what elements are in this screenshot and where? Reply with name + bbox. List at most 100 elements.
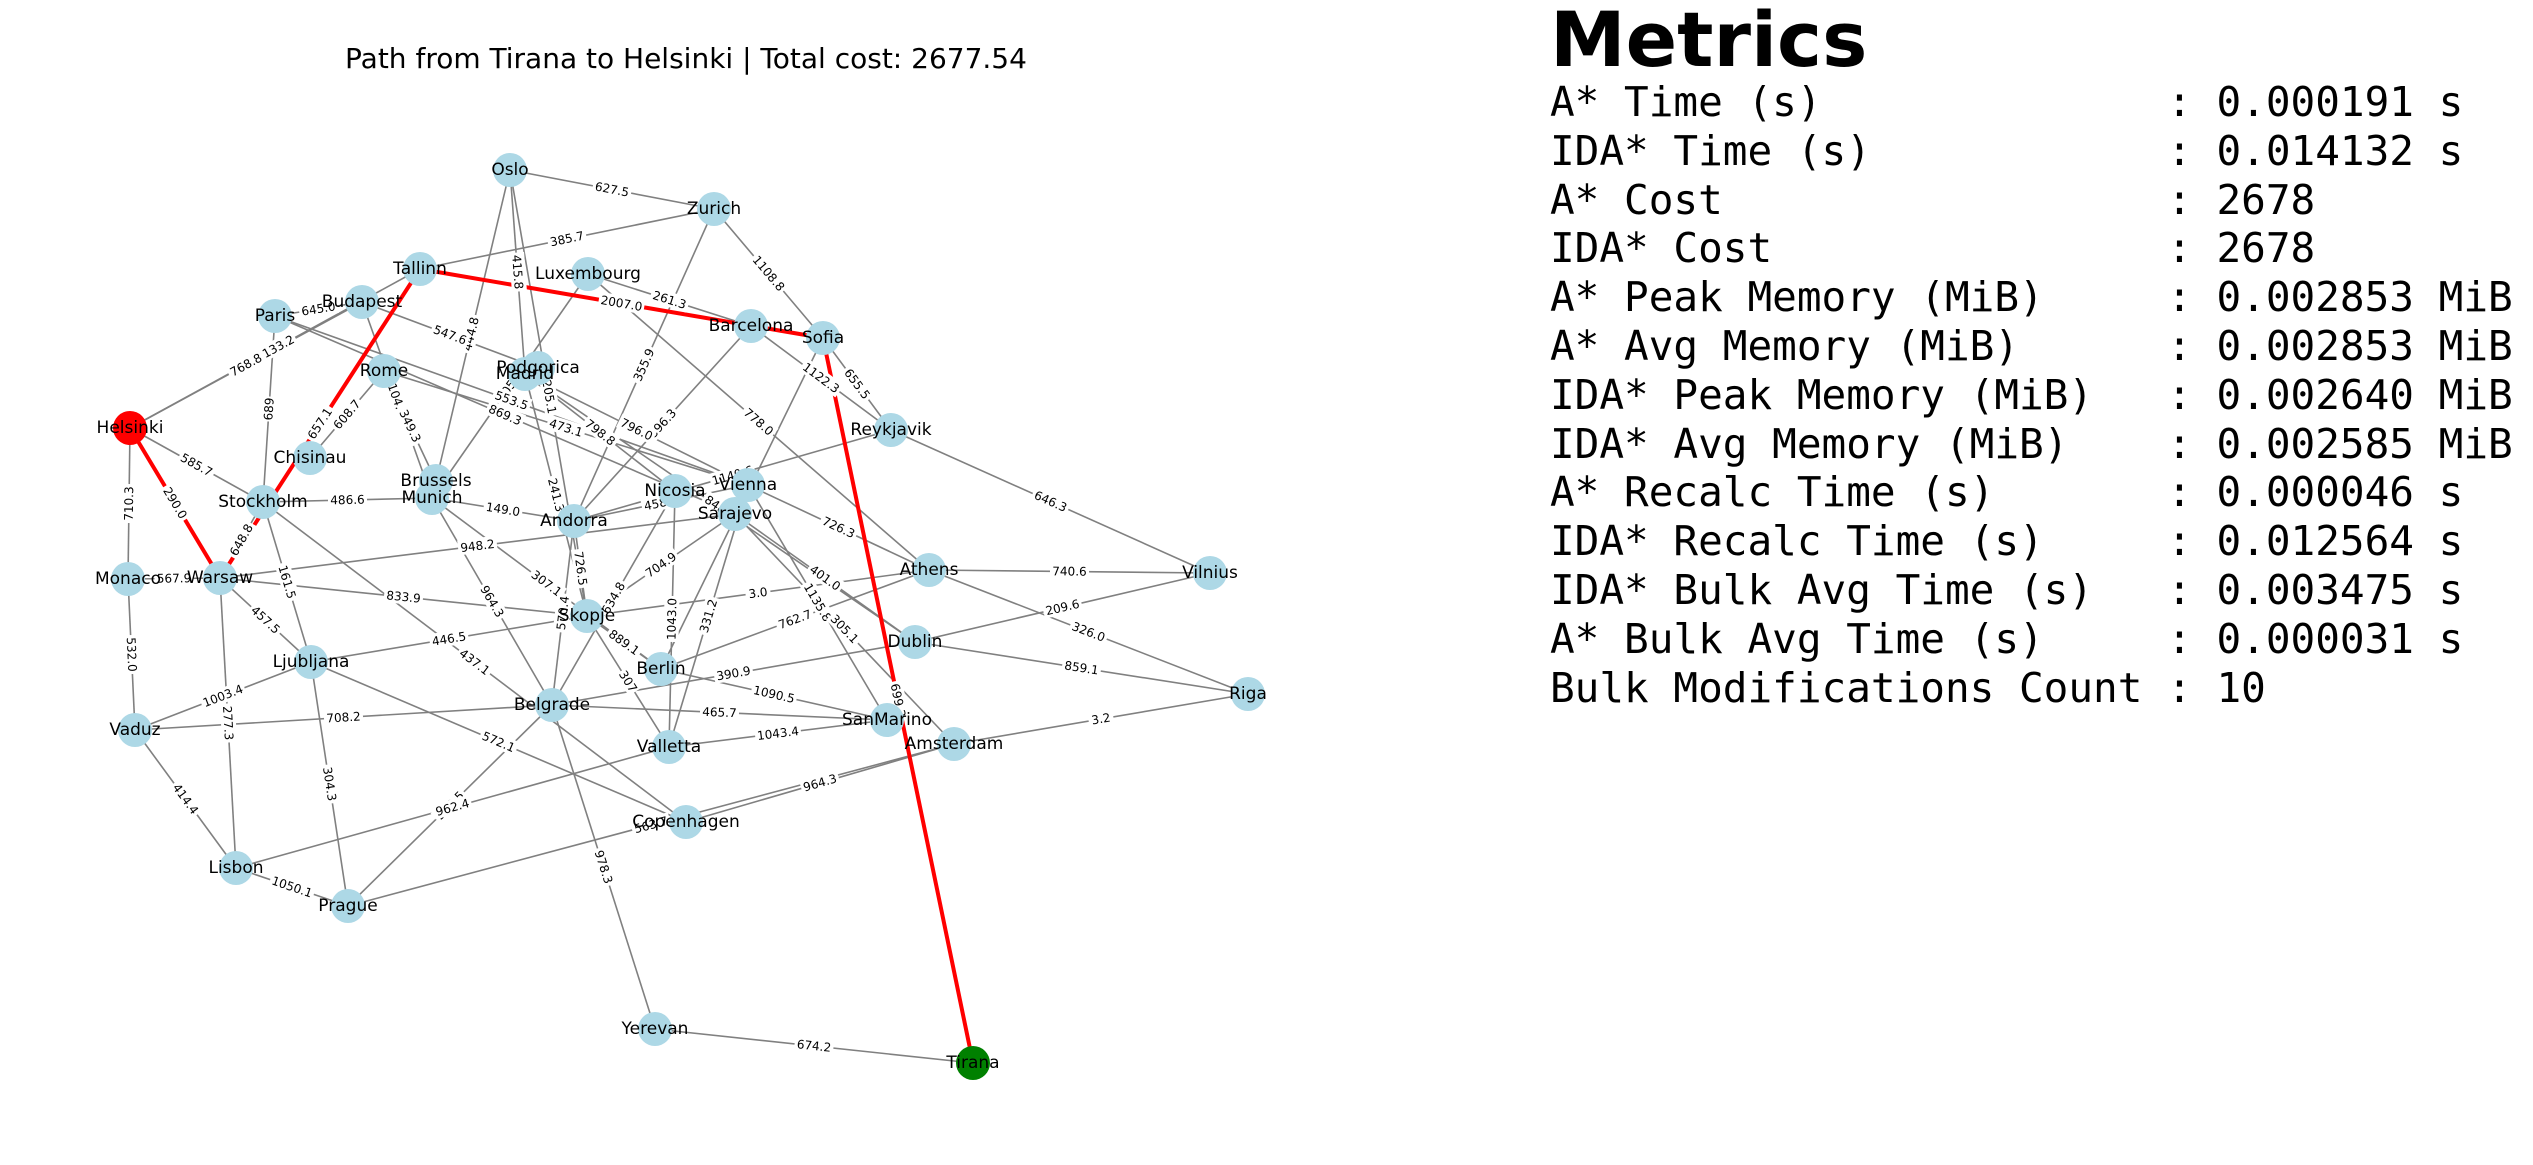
edge-weight-sofia-reykjavik: 655.5: [839, 363, 876, 404]
node-label-reykjavik: Reykjavik: [850, 420, 931, 440]
edge-weight-bg: [1067, 617, 1110, 646]
edge-weight-text: 3.2: [1090, 710, 1111, 727]
edge-weight-bg: [628, 343, 659, 386]
edge-weight-bg: [509, 251, 527, 292]
edge-weight-bg: [648, 286, 691, 313]
edge-weight-zurich-sofia: 1108.8: [748, 250, 790, 296]
edge-weight-text: 415.8: [509, 254, 525, 289]
edge-weight-dublin-riga: 859.1: [1061, 657, 1103, 678]
edge-weight-zurich-andorra: 355.9: [628, 343, 659, 386]
node-label-prague: Prague: [318, 896, 377, 916]
edge-weight-valletta-sanmarino: 1043.4: [754, 722, 802, 744]
edge-weight-bg: [431, 794, 474, 820]
edge-weight-athens-skopje: 3.0: [744, 583, 772, 602]
edge-weight-andorra-belgrade: 570.4: [552, 592, 573, 634]
edge-weight-bg: [744, 583, 772, 602]
node-copenhagen: [669, 805, 703, 839]
edge-weight-text: 1043.4: [756, 724, 799, 743]
node-vienna: [731, 468, 765, 502]
edge-weight-nicosia-valletta: 1043.0: [663, 595, 680, 643]
metric-value: 0.012564 s: [2216, 517, 2464, 566]
node-stockholm: [246, 485, 280, 519]
node-tallinn: [403, 252, 437, 286]
node-barcelona: [734, 309, 768, 343]
edge-weight-bg: [817, 511, 860, 543]
metric-label: A* Bulk Avg Time (s): [1550, 614, 2044, 663]
edge-weight-text: 209.6: [1044, 597, 1081, 618]
node-label-copenhagen: Copenhagen: [632, 812, 740, 832]
node-sarajevo: [718, 497, 752, 531]
metrics-list: A* Time (s) : 0.000191 s IDA* Time (s) : …: [1550, 78, 2513, 712]
edge-weight-bg: [323, 708, 364, 726]
edge-weight-amsterdam-riga: 3.2: [1087, 709, 1115, 728]
node-lisbon: [219, 851, 253, 885]
edge-weight-text: 726.5: [571, 551, 590, 587]
node-label-paris: Paris: [255, 306, 296, 326]
node-label-athens: Athens: [900, 560, 959, 580]
edge-weight-oslo-madrid: 415.8: [509, 251, 527, 292]
edge-weight-text: 355.9: [631, 346, 658, 383]
metric-separator: :: [2043, 517, 2217, 566]
edge-weight-bg: [428, 627, 470, 650]
node-label-berlin: Berlin: [636, 659, 685, 679]
node-label-amsterdam: Amsterdam: [905, 734, 1004, 754]
edge-weight-bg: [708, 461, 757, 489]
node-monaco: [111, 562, 145, 596]
edge-weight-bg: [328, 394, 365, 434]
metric-separator: :: [1994, 468, 2217, 517]
metric-row: A* Peak Memory (MiB) : 0.002853 MiB: [1550, 273, 2513, 322]
node-label-valletta: Valletta: [637, 737, 701, 757]
edge-weight-text: 962.4: [434, 796, 471, 819]
edge-weight-vilnius-dublin: 209.6: [1041, 595, 1084, 619]
metric-separator: :: [2019, 321, 2217, 370]
node-label-zurich: Zurich: [687, 199, 741, 219]
metric-separator: :: [1722, 175, 2217, 224]
edge-weight-text: 796.0: [618, 416, 655, 444]
node-label-tirana: Tirana: [945, 1053, 999, 1073]
node-label-luxembourg: Luxembourg: [535, 264, 641, 284]
node-label-helsinki: Helsinki: [97, 418, 164, 438]
edge-weight-bg: [805, 560, 846, 596]
metric-label: IDA* Bulk Avg Time (s): [1550, 565, 2094, 614]
node-label-stockholm: Stockholm: [218, 492, 308, 512]
edge-weight-barcelona-reykjavik: 1122.3: [798, 357, 845, 398]
edge-weight-stockholm-warsaw: 648.8: [224, 519, 258, 561]
edge-weight-monaco-warsaw: 567.9: [154, 570, 194, 586]
metric-value: 0.002640 MiB: [2216, 370, 2513, 419]
edge-weight-text: 277.3: [220, 705, 236, 740]
node-sanmarino: [870, 703, 904, 737]
edge-weight-helsinki-stockholm: 585.7: [176, 448, 218, 481]
edge-weight-text: 1043.0: [665, 598, 680, 640]
edge-weight-reykjavik-vilnius: 646.3: [1029, 486, 1072, 516]
node-label-lisbon: Lisbon: [208, 858, 263, 878]
edge-weight-text: 149.0: [485, 500, 521, 519]
metric-row: IDA* Time (s) : 0.014132 s: [1550, 127, 2513, 176]
edge-weight-text: 708.2: [326, 709, 361, 725]
metric-label: A* Recalc Time (s): [1550, 468, 1995, 517]
edge-weight-bg: [1087, 709, 1115, 728]
edge-weight-text: 778.0: [741, 405, 776, 438]
edge-weight-bg: [546, 227, 588, 250]
metric-label: IDA* Avg Memory (MiB): [1550, 419, 2069, 468]
edge-weight-bg: [395, 404, 426, 447]
node-label-nicosia: Nicosia: [644, 481, 705, 501]
edge-weight-bg: [274, 561, 301, 603]
node-label-belgrade: Belgrade: [514, 695, 590, 715]
edge-weight-text: 645.0: [300, 299, 336, 318]
edge-weight-bg: [267, 872, 317, 902]
edge-weight-text: 1108.8: [750, 253, 788, 294]
node-label-riga: Riga: [1229, 684, 1267, 704]
edge-weight-berlin-sanmarino: 1090.5: [750, 681, 799, 707]
edge-weight-text: 648.8: [227, 522, 256, 559]
graph-nodes: Oslo Zurich Tallinn Luxembourg Paris Budapest…: [95, 153, 1267, 1080]
edge-weight-text: 437.1: [457, 646, 493, 678]
metric-separator: :: [2093, 565, 2217, 614]
edge-weight-bg: [120, 483, 137, 524]
node-label-sanmarino: SanMarino: [842, 710, 932, 730]
node-munich: [415, 481, 449, 515]
metric-value: 0.002853 MiB: [2216, 321, 2513, 370]
edge-weight-bg: [327, 491, 368, 508]
edge-weight-munich-andorra: 149.0: [482, 498, 524, 520]
metric-label: IDA* Recalc Time (s): [1550, 517, 2044, 566]
metric-label: A* Cost: [1550, 175, 1723, 224]
